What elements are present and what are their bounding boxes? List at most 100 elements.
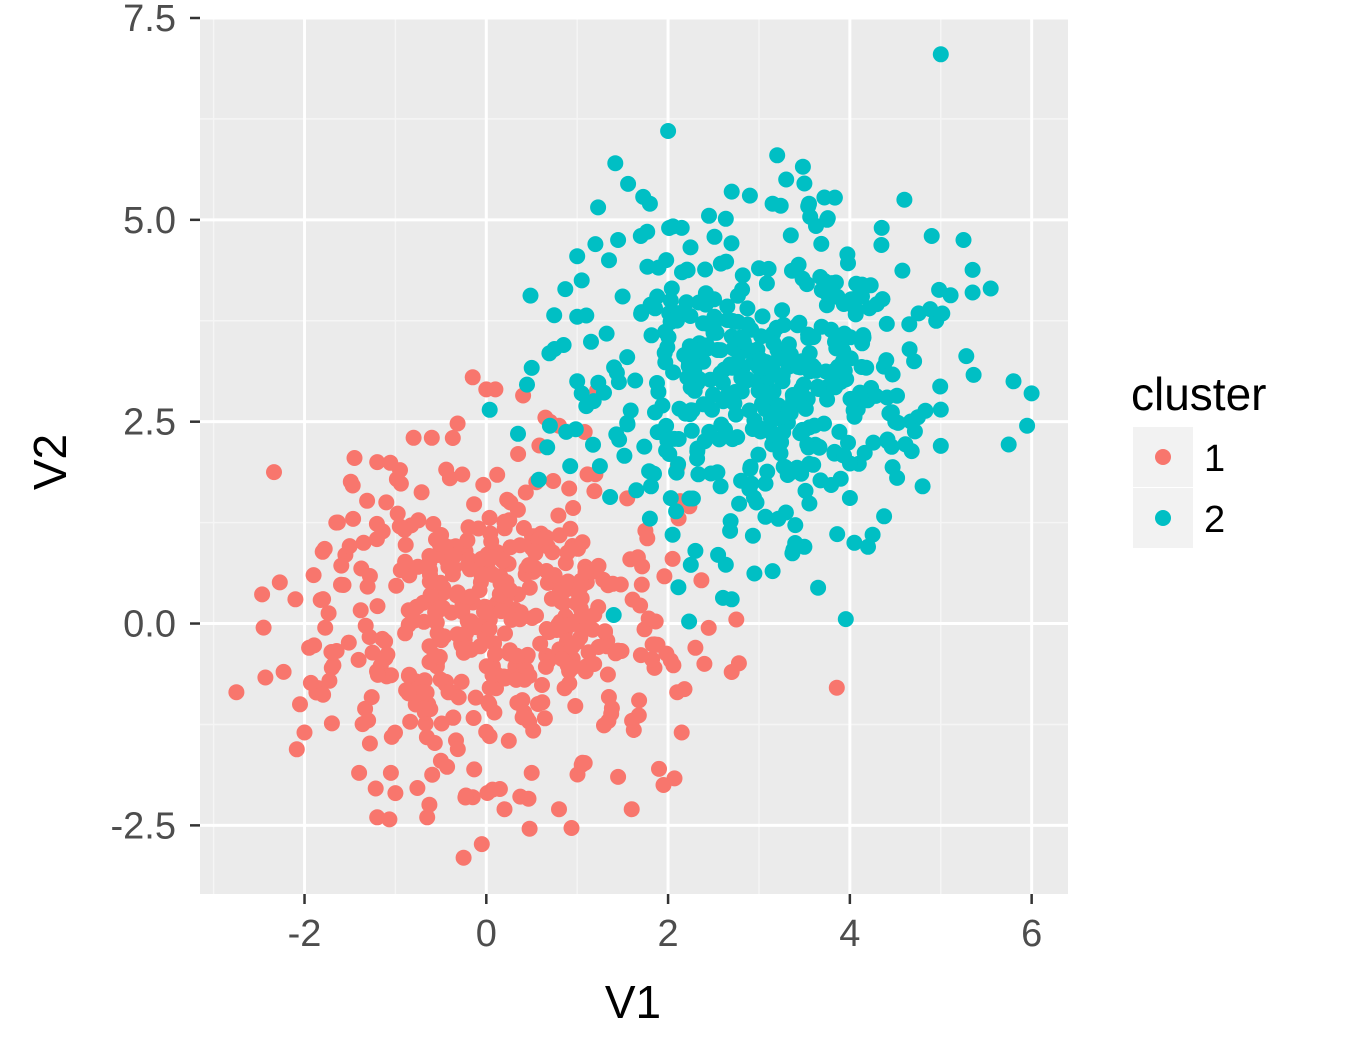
- y-tick-label: 2.5: [123, 402, 176, 444]
- point-cluster-2: [628, 482, 645, 499]
- point-cluster-2: [816, 189, 833, 206]
- point-cluster-2: [964, 261, 981, 278]
- point-cluster-2: [771, 368, 788, 385]
- point-cluster-2: [719, 298, 736, 315]
- point-cluster-2: [772, 197, 789, 214]
- point-cluster-2: [569, 373, 586, 390]
- point-cluster-2: [861, 300, 878, 317]
- point-cluster-2: [867, 387, 884, 404]
- point-cluster-2: [676, 347, 693, 363]
- point-cluster-1: [445, 559, 462, 576]
- point-cluster-1: [554, 651, 570, 667]
- point-cluster-1: [440, 684, 457, 701]
- point-cluster-2: [884, 366, 901, 383]
- point-cluster-1: [392, 475, 409, 492]
- point-cluster-1: [510, 446, 527, 462]
- point-cluster-1: [517, 484, 534, 501]
- point-cluster-1: [340, 634, 357, 651]
- point-cluster-1: [357, 700, 374, 717]
- point-cluster-2: [649, 375, 665, 391]
- point-cluster-2: [583, 333, 599, 350]
- point-cluster-2: [739, 300, 756, 317]
- point-cluster-2: [785, 541, 802, 558]
- point-cluster-1: [378, 494, 395, 511]
- point-cluster-2: [1005, 373, 1022, 390]
- point-cluster-2: [682, 556, 699, 573]
- point-cluster-1: [341, 538, 358, 555]
- point-cluster-1: [306, 637, 323, 654]
- point-cluster-1: [607, 645, 624, 662]
- point-cluster-2: [797, 482, 814, 499]
- point-cluster-1: [389, 505, 406, 522]
- points-layer: [228, 46, 1040, 866]
- point-cluster-2: [660, 329, 677, 346]
- point-cluster-2: [742, 458, 759, 475]
- point-cluster-1: [335, 577, 352, 593]
- point-cluster-2: [876, 508, 893, 525]
- point-cluster-2: [741, 481, 758, 497]
- point-cluster-2: [591, 458, 608, 475]
- point-cluster-2: [578, 307, 595, 324]
- point-cluster-2: [840, 434, 856, 451]
- point-cluster-1: [520, 790, 537, 807]
- point-cluster-1: [433, 632, 450, 649]
- point-cluster-1: [528, 607, 544, 624]
- point-cluster-1: [604, 575, 621, 592]
- point-cluster-1: [344, 477, 361, 494]
- point-cluster-1: [634, 558, 651, 575]
- point-cluster-2: [796, 175, 813, 192]
- point-cluster-1: [673, 724, 690, 741]
- point-cluster-2: [813, 282, 830, 299]
- point-cluster-1: [473, 836, 490, 853]
- point-cluster-2: [635, 188, 652, 205]
- point-cluster-1: [500, 732, 517, 749]
- point-cluster-2: [758, 275, 775, 292]
- point-cluster-1: [361, 629, 378, 645]
- point-cluster-1: [408, 598, 425, 615]
- point-cluster-2: [712, 478, 729, 495]
- point-cluster-2: [670, 579, 687, 596]
- point-cluster-1: [603, 700, 620, 717]
- point-cluster-2: [654, 397, 671, 414]
- point-cluster-1: [523, 764, 540, 781]
- point-cluster-2: [702, 371, 719, 388]
- point-cluster-1: [481, 509, 498, 526]
- point-cluster-1: [354, 716, 371, 733]
- point-cluster-1: [352, 602, 369, 619]
- point-cluster-1: [639, 530, 656, 547]
- point-cluster-1: [397, 625, 414, 642]
- point-cluster-1: [364, 644, 381, 661]
- point-cluster-2: [830, 358, 847, 375]
- point-cluster-2: [864, 526, 881, 543]
- point-cluster-1: [405, 429, 422, 446]
- point-cluster-1: [567, 698, 584, 714]
- point-cluster-2: [836, 447, 852, 464]
- point-cluster-2: [661, 220, 678, 236]
- point-cluster-2: [717, 556, 734, 573]
- point-cluster-2: [729, 287, 746, 304]
- point-cluster-2: [689, 443, 706, 460]
- point-cluster-1: [487, 645, 504, 662]
- point-cluster-1: [696, 655, 713, 672]
- point-cluster-1: [562, 541, 579, 558]
- x-tick-label: 6: [1021, 913, 1042, 955]
- point-cluster-2: [965, 366, 982, 383]
- point-cluster-2: [982, 280, 999, 297]
- point-cluster-2: [829, 526, 846, 543]
- point-cluster-1: [508, 647, 525, 664]
- point-cluster-2: [751, 382, 768, 399]
- point-cluster-2: [775, 424, 792, 441]
- point-cluster-2: [757, 508, 774, 525]
- point-cluster-2: [729, 353, 746, 370]
- point-cluster-1: [419, 809, 436, 826]
- point-cluster-1: [512, 537, 528, 554]
- point-cluster-1: [502, 581, 518, 598]
- point-cluster-1: [519, 710, 535, 727]
- point-cluster-1: [402, 713, 419, 730]
- point-cluster-2: [901, 341, 918, 358]
- point-cluster-2: [682, 308, 699, 324]
- point-cluster-2: [723, 183, 740, 200]
- point-cluster-2: [770, 510, 787, 527]
- point-cluster-1: [471, 582, 488, 599]
